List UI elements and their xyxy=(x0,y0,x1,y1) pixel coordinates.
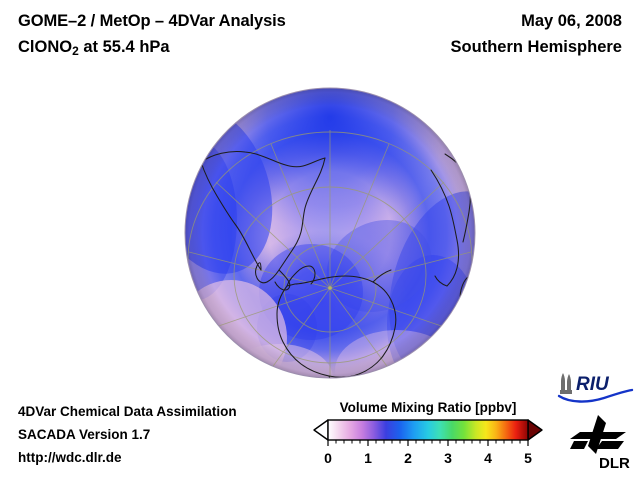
footer-line-1: 4DVar Chemical Data Assimilation xyxy=(18,404,237,419)
pressure-level-label: at 55.4 hPa xyxy=(78,38,170,56)
colorbar-tick-labels: 0 1 2 3 4 5 xyxy=(312,450,544,470)
colorbar-ticks xyxy=(327,440,529,446)
colorbar-extend-high xyxy=(527,419,543,441)
colorbar-scale xyxy=(313,419,543,446)
colorbar: Volume Mixing Ratio [ppbv] 0 1 2 3 4 5 xyxy=(312,400,544,470)
riu-swoosh xyxy=(557,388,634,403)
cathedral-icon xyxy=(560,373,572,394)
footer-credits: 4DVar Chemical Data Assimilation SACADA … xyxy=(18,400,237,469)
colorbar-tick-label: 5 xyxy=(524,450,532,466)
globe-outline xyxy=(184,87,476,379)
dlr-logo: DLR xyxy=(570,415,630,472)
colorbar-tick-label: 2 xyxy=(404,450,412,466)
footer-line-3: http://wdc.dlr.de xyxy=(18,450,122,465)
riu-logo: RIU xyxy=(557,373,634,403)
riu-wordmark: RIU xyxy=(576,374,610,395)
footer-line-2: SACADA Version 1.7 xyxy=(18,427,151,442)
colorbar-extend-low xyxy=(313,419,329,441)
south-pole-marker xyxy=(328,286,332,290)
orthographic-globe xyxy=(184,87,476,379)
globe-map-panel xyxy=(183,70,477,396)
species-level-subtitle: ClONO2 at 55.4 hPa xyxy=(18,38,170,58)
colorbar-tick-label: 0 xyxy=(324,450,332,466)
page-title: GOME–2 / MetOp – 4DVar Analysis xyxy=(18,12,286,30)
species-name: ClONO xyxy=(18,38,73,56)
colorbar-tick-label: 1 xyxy=(364,450,372,466)
coastlines xyxy=(200,151,475,378)
date-label: May 06, 2008 xyxy=(521,12,622,30)
colorbar-gradient xyxy=(327,419,529,441)
colorbar-tick-label: 3 xyxy=(444,450,452,466)
colorbar-tick-label: 4 xyxy=(484,450,492,466)
dlr-wordmark: DLR xyxy=(599,455,630,472)
colorbar-title: Volume Mixing Ratio [ppbv] xyxy=(339,400,517,415)
region-label: Southern Hemisphere xyxy=(450,38,622,56)
dlr-mark-icon xyxy=(570,415,626,454)
species-subscript: 2 xyxy=(72,44,79,58)
